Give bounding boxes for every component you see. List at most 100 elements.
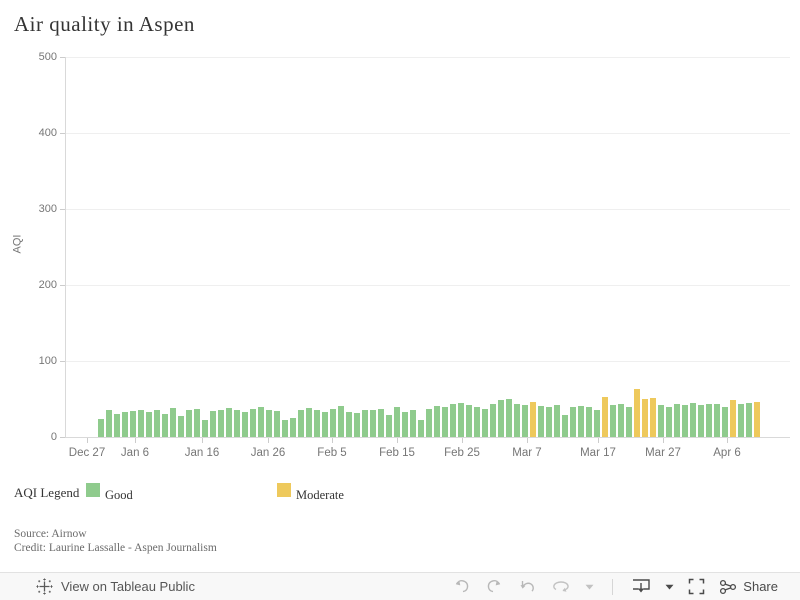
undo-icon[interactable]: [452, 579, 471, 594]
bar-good[interactable]: [698, 405, 704, 437]
legend-swatch-moderate[interactable]: [277, 483, 291, 497]
bar-good[interactable]: [250, 409, 256, 437]
bar-good[interactable]: [282, 420, 288, 437]
bar-good[interactable]: [274, 411, 280, 437]
bar-good[interactable]: [130, 411, 136, 437]
bar-good[interactable]: [418, 420, 424, 437]
bar-good[interactable]: [706, 404, 712, 437]
legend-label-good[interactable]: Good: [105, 488, 133, 502]
bar-good[interactable]: [538, 406, 544, 437]
bar-good[interactable]: [594, 410, 600, 437]
bar-good[interactable]: [210, 411, 216, 437]
bar-good[interactable]: [442, 407, 448, 437]
bar-good[interactable]: [578, 406, 584, 437]
bar-good[interactable]: [202, 420, 208, 437]
bar-moderate[interactable]: [754, 402, 760, 437]
bar-good[interactable]: [474, 407, 480, 437]
view-on-tableau-public-link[interactable]: View on Tableau Public: [36, 578, 195, 595]
bar-good[interactable]: [674, 404, 680, 437]
bar-good[interactable]: [586, 407, 592, 437]
bar-good[interactable]: [346, 412, 352, 437]
fullscreen-icon[interactable]: [688, 578, 705, 595]
bar-good[interactable]: [338, 406, 344, 437]
bar-good[interactable]: [546, 407, 552, 437]
bar-good[interactable]: [306, 408, 312, 437]
bar-good[interactable]: [490, 404, 496, 437]
bar-good[interactable]: [170, 408, 176, 437]
bar-good[interactable]: [626, 407, 632, 437]
bar-good[interactable]: [482, 409, 488, 437]
bar-good[interactable]: [138, 410, 144, 437]
bar-good[interactable]: [554, 405, 560, 437]
bar-good[interactable]: [394, 407, 400, 437]
bar-good[interactable]: [330, 409, 336, 437]
bar-good[interactable]: [370, 410, 376, 437]
bar-good[interactable]: [162, 414, 168, 437]
bar-good[interactable]: [218, 410, 224, 437]
bar-good[interactable]: [178, 416, 184, 437]
bar-good[interactable]: [682, 405, 688, 437]
bar-good[interactable]: [186, 410, 192, 437]
replay-icon[interactable]: [518, 579, 537, 594]
bar-good[interactable]: [610, 405, 616, 437]
bar-good[interactable]: [522, 405, 528, 437]
bar-moderate[interactable]: [530, 402, 536, 437]
bar-good[interactable]: [386, 415, 392, 437]
bar-good[interactable]: [722, 407, 728, 437]
bar-good[interactable]: [466, 405, 472, 437]
bar-good[interactable]: [258, 407, 264, 437]
bar-good[interactable]: [746, 403, 752, 437]
bar-good[interactable]: [314, 410, 320, 437]
bar-good[interactable]: [738, 404, 744, 437]
bar-good[interactable]: [98, 419, 104, 437]
refresh-icon[interactable]: [551, 579, 571, 594]
bar-good[interactable]: [434, 406, 440, 437]
bar-good[interactable]: [266, 410, 272, 437]
bar-good[interactable]: [234, 410, 240, 437]
y-tick-500: [60, 57, 65, 58]
bar-good[interactable]: [354, 413, 360, 437]
bar-good[interactable]: [658, 405, 664, 437]
bar-good[interactable]: [714, 404, 720, 437]
bar-good[interactable]: [114, 414, 120, 437]
caret-down-icon-disabled[interactable]: [585, 584, 594, 590]
bar-moderate[interactable]: [634, 389, 640, 437]
bar-good[interactable]: [154, 410, 160, 437]
y-tick-100: [60, 361, 65, 362]
bar-moderate[interactable]: [642, 399, 648, 437]
bar-good[interactable]: [146, 412, 152, 437]
bar-good[interactable]: [618, 404, 624, 437]
share-button[interactable]: Share: [719, 579, 778, 595]
bar-good[interactable]: [378, 409, 384, 437]
bar-good[interactable]: [458, 403, 464, 437]
bar-good[interactable]: [122, 412, 128, 437]
bar-good[interactable]: [410, 410, 416, 437]
bar-good[interactable]: [506, 399, 512, 437]
bar-good[interactable]: [106, 410, 112, 437]
bar-good[interactable]: [194, 409, 200, 437]
bar-good[interactable]: [426, 409, 432, 437]
bar-good[interactable]: [226, 408, 232, 437]
bar-moderate[interactable]: [730, 400, 736, 437]
bar-good[interactable]: [562, 415, 568, 437]
bar-good[interactable]: [298, 410, 304, 437]
bar-good[interactable]: [290, 418, 296, 437]
caret-down-icon[interactable]: [665, 584, 674, 590]
redo-icon[interactable]: [485, 579, 504, 594]
bar-good[interactable]: [450, 404, 456, 437]
bar-good[interactable]: [690, 403, 696, 437]
bar-good[interactable]: [322, 412, 328, 437]
bar-good[interactable]: [570, 407, 576, 437]
bar-good[interactable]: [242, 412, 248, 437]
bar-good[interactable]: [666, 407, 672, 437]
bar-moderate[interactable]: [602, 397, 608, 437]
bar-moderate[interactable]: [650, 398, 656, 437]
legend-label-moderate[interactable]: Moderate: [296, 488, 344, 502]
bar-good[interactable]: [402, 412, 408, 437]
bar-good[interactable]: [514, 404, 520, 437]
bar-good[interactable]: [362, 410, 368, 437]
bar-good[interactable]: [498, 400, 504, 437]
download-icon[interactable]: [631, 578, 651, 595]
x-tick-apr-6: [727, 438, 728, 443]
legend-swatch-good[interactable]: [86, 483, 100, 497]
